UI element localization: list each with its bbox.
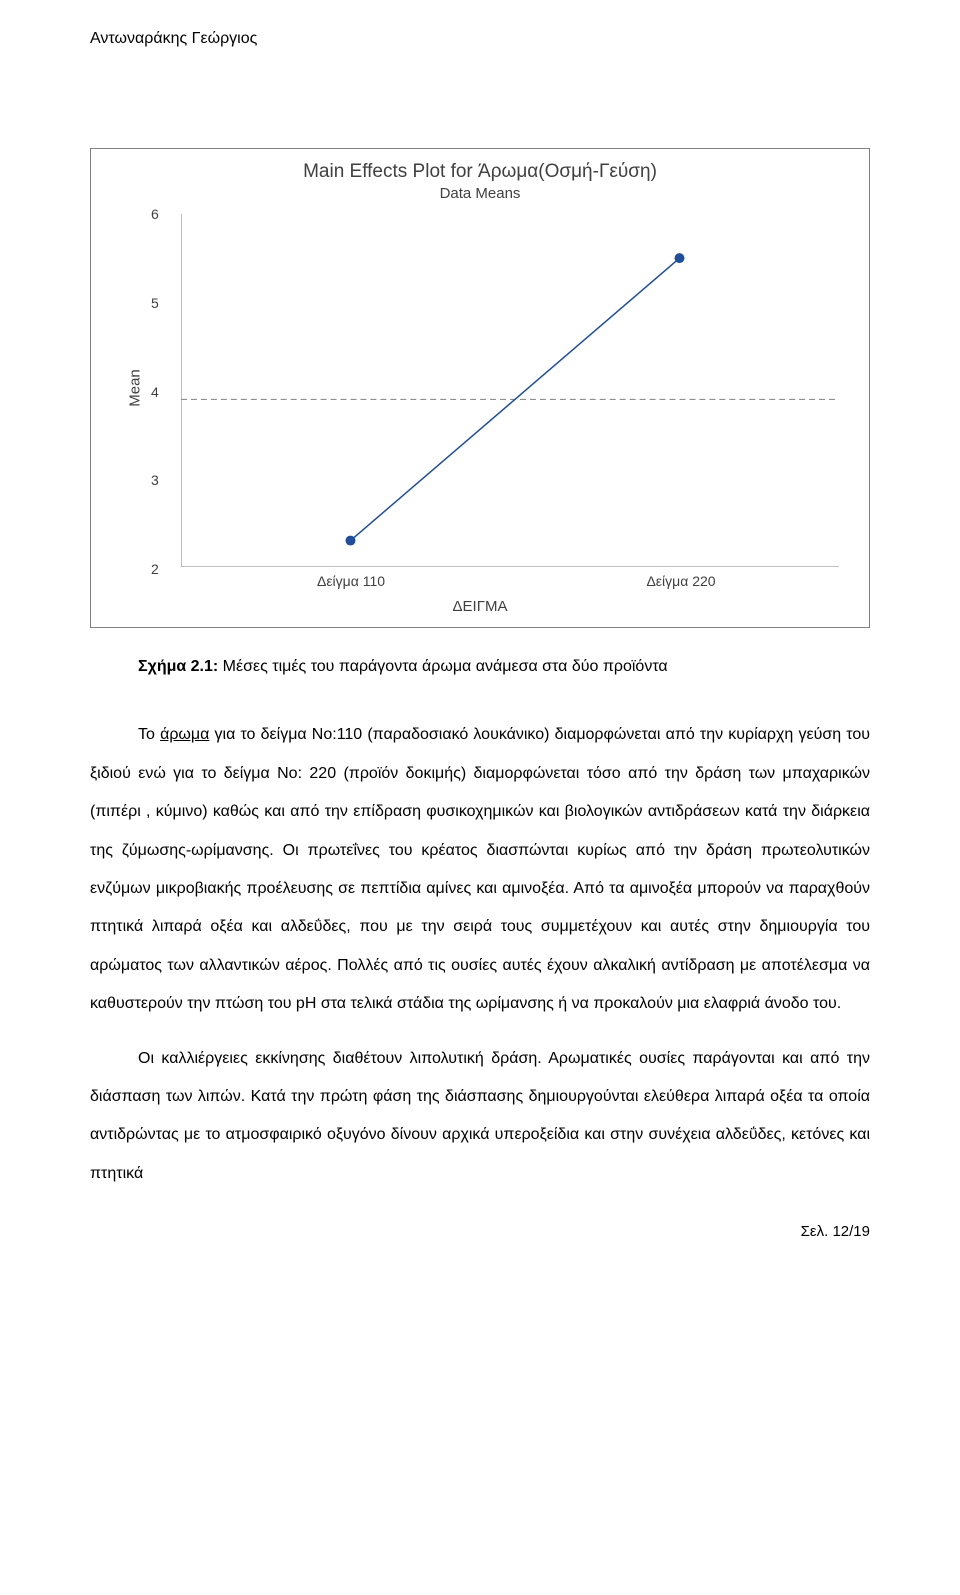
body-text: Το άρωμα για το δείγμα Νο:110 (παραδοσια… [90,716,870,1193]
caption-label: Σχήμα 2.1: [138,658,218,675]
y-axis-label: Mean [126,369,143,407]
x-tick-2: Δείγμα 220 [646,573,715,589]
paragraph-1: Το άρωμα για το δείγμα Νο:110 (παραδοσια… [90,716,870,1023]
figure-caption: Σχήμα 2.1: Μέσες τιμές του παράγοντα άρω… [90,648,870,686]
chart-subtitle: Data Means [91,185,869,202]
y-tick-3: 3 [151,472,159,488]
paragraph-2: Οι καλλιέργειες εκκίνησης διαθέτουν λιπο… [90,1040,870,1194]
p1-part1: Το [138,726,160,743]
p1-part2: για το δείγμα Νο:110 (παραδοσιακό λουκάν… [90,726,870,1012]
plot-area [181,214,839,567]
page-number: Σελ. 12/19 [90,1223,870,1240]
main-effects-chart: Main Effects Plot for Άρωμα(Οσμή-Γεύση) … [90,148,870,628]
y-tick-2: 2 [151,561,159,577]
p1-underlined: άρωμα [160,726,209,743]
chart-svg [181,214,839,567]
x-axis-label: ΔΕΙΓΜΑ [453,598,508,615]
chart-title: Main Effects Plot for Άρωμα(Οσμή-Γεύση) [91,149,869,183]
y-tick-6: 6 [151,206,159,222]
caption-text: Μέσες τιμές του παράγοντα άρωμα ανάμεσα … [218,658,667,675]
y-tick-4: 4 [151,384,159,400]
y-tick-5: 5 [151,295,159,311]
author-name: Αντωναράκης Γεώργιος [90,30,870,48]
x-tick-1: Δείγμα 110 [317,573,385,589]
